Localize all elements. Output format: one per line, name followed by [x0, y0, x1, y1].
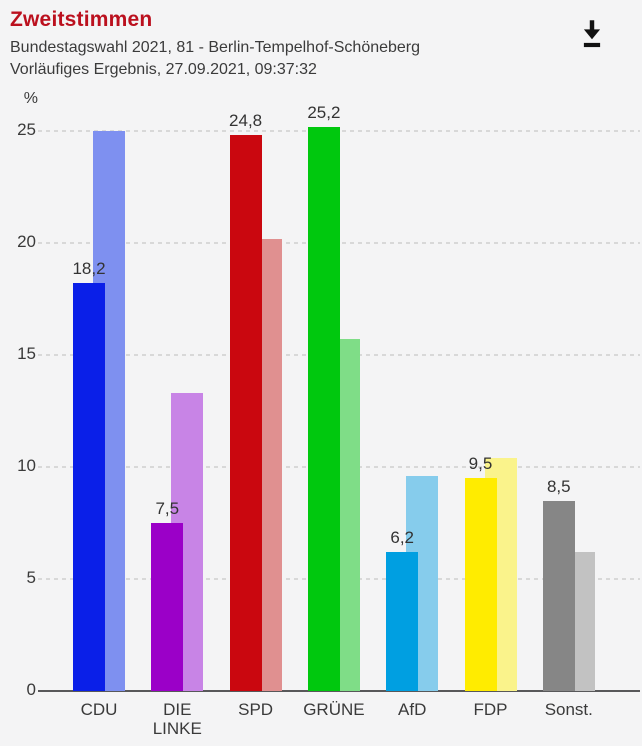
bar-current-gr-ne [307, 126, 340, 691]
bar-value-label: 18,2 [72, 259, 106, 279]
bar-current-cdu [73, 283, 105, 691]
category-label-gr-ne: GRÜNE [303, 700, 365, 719]
bar-value-label: 8,5 [546, 476, 571, 496]
category-label-die-linke: DIE LINKE [152, 700, 202, 738]
y-tick-label-0: 0 [26, 680, 36, 699]
y-axis-unit-label: % [23, 90, 38, 107]
download-icon [576, 19, 608, 54]
download-button[interactable] [574, 16, 610, 54]
y-tick-label-10: 10 [17, 456, 36, 475]
category-label-cdu: CDU [80, 700, 118, 719]
chart-subtitle-status: Vorläufiges Ergebnis, 27.09.2021, 09:37:… [10, 61, 317, 78]
bar-value-label: 25,2 [307, 102, 341, 122]
y-tick-label-25: 25 [17, 120, 36, 139]
bar-value-label: 9,5 [468, 454, 493, 474]
y-tick-label-15: 15 [17, 344, 36, 363]
bar-value-label: 24,8 [229, 111, 263, 131]
chart-subtitle-election: Bundestagswahl 2021, 81 - Berlin-Tempelh… [10, 39, 421, 56]
bar-current-afd [386, 552, 419, 691]
y-tick-label-5: 5 [26, 568, 36, 587]
category-label-fdp: FDP [473, 700, 508, 719]
category-label-spd: SPD [238, 700, 274, 719]
bar-current-fdp [464, 478, 497, 691]
bar-value-label: 6,2 [390, 528, 414, 548]
category-label-sonst-: Sonst. [544, 700, 593, 719]
y-tick-label-20: 20 [17, 232, 36, 251]
bar-value-label: 7,5 [155, 499, 180, 518]
category-label-afd: AfD [398, 700, 427, 719]
page-title: Zweitstimmen [10, 8, 153, 31]
bar-current-die-linke [151, 523, 184, 691]
bar-current-sonst- [542, 500, 575, 691]
bar-current-spd [229, 135, 262, 691]
x-axis-line [38, 690, 640, 692]
